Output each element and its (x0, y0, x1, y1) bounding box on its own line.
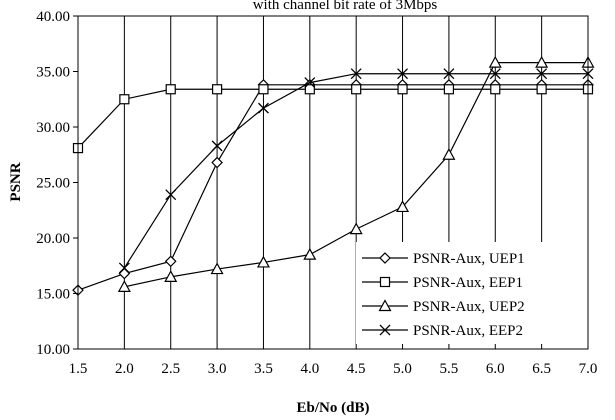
legend: PSNR-Aux, UEP1 PSNR-Aux, EEP1 PSNR-Aux, UE… (356, 242, 586, 344)
x-tick-label: 1.5 (69, 361, 88, 377)
y-tick-label: 30.00 (36, 120, 70, 136)
data-point-cross (489, 68, 501, 80)
data-point-cross (211, 140, 223, 152)
y-tick-label: 40.00 (36, 9, 70, 25)
data-point-diamond (211, 156, 223, 169)
legend-label: PSNR-Aux, UEP1 (413, 251, 525, 267)
x-axis-title: Eb/No (dB) (297, 400, 370, 416)
legend-marker-diamond (379, 252, 391, 264)
x-tick-label: 2.0 (115, 361, 134, 377)
data-point-diamond (118, 267, 131, 280)
y-tick-label: 10.00 (36, 342, 70, 358)
data-point-cross (443, 68, 455, 80)
x-tick-label: 4.0 (300, 361, 319, 377)
data-point-triangle (210, 262, 224, 275)
data-point-cross (304, 77, 316, 89)
series-triangle (117, 55, 595, 292)
data-point-triangle (442, 148, 456, 160)
x-tick-label: 3.5 (254, 361, 273, 377)
series-square (72, 84, 594, 154)
x-tick-label: 6.5 (532, 361, 551, 377)
y-tick-label: 15.00 (36, 287, 70, 303)
series-line-square (77, 88, 588, 149)
x-tick-label: 3.0 (208, 361, 227, 377)
data-point-triangle (117, 280, 131, 292)
series-line-diamond (77, 84, 588, 291)
legend-box (356, 242, 586, 344)
y-axis-title: PSNR (8, 162, 24, 201)
data-point-square (258, 84, 269, 95)
data-point-cross (257, 102, 269, 114)
data-point-triangle (488, 55, 502, 68)
x-tick-label: 5.5 (440, 361, 459, 377)
data-point-square (304, 84, 315, 95)
chart-title: with channel bit rate of 3Mbps (253, 0, 438, 13)
data-point-triangle (256, 255, 270, 268)
x-tick-label: 4.5 (347, 361, 366, 377)
data-point-square (119, 94, 130, 105)
data-point-cross (397, 68, 409, 80)
x-tick-label: 6.0 (486, 361, 505, 377)
data-point-square (490, 84, 501, 95)
data-point-square (536, 84, 547, 95)
data-point-square (351, 84, 362, 95)
data-point-triangle (164, 270, 178, 282)
data-point-square (443, 84, 455, 95)
data-point-square (397, 84, 408, 95)
x-tick-label: 5.0 (393, 361, 412, 377)
data-point-cross (536, 68, 548, 80)
legend-label: PSNR-Aux, EEP1 (413, 275, 523, 291)
y-tick-label: 20.00 (36, 231, 70, 247)
data-point-triangle (535, 55, 549, 68)
series-cross (118, 68, 594, 274)
data-point-square (211, 84, 223, 95)
data-point-triangle (349, 222, 363, 235)
data-point-cross (165, 189, 177, 201)
legend-marker-cross (379, 324, 391, 336)
legend-label: PSNR-Aux, EEP2 (413, 323, 523, 339)
x-tick-label: 7.0 (579, 361, 598, 377)
data-point-cross (118, 262, 130, 274)
y-tick-label: 35.00 (36, 65, 70, 81)
data-point-cross (350, 68, 362, 80)
data-point-square (165, 84, 176, 95)
data-point-triangle (303, 247, 317, 260)
x-tick-label: 2.5 (161, 361, 180, 377)
data-point-diamond (164, 255, 177, 268)
data-point-triangle (396, 200, 410, 213)
legend-marker-square (379, 276, 391, 288)
legend-marker-triangle (378, 299, 392, 312)
y-tick-label: 25.00 (36, 176, 70, 192)
legend-label: PSNR-Aux, UEP2 (413, 299, 525, 315)
